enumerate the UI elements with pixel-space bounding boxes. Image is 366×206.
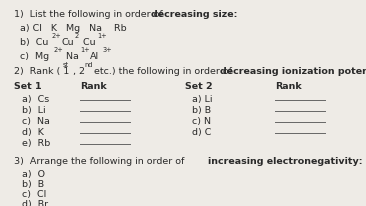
Text: a) Cl   K   Mg   Na    Rb: a) Cl K Mg Na Rb bbox=[20, 24, 127, 33]
Text: Cu: Cu bbox=[83, 38, 98, 47]
Text: st: st bbox=[63, 62, 69, 68]
Text: 2+: 2+ bbox=[52, 33, 62, 39]
Text: c)  Mg: c) Mg bbox=[20, 52, 49, 61]
Text: b)  Cu: b) Cu bbox=[20, 38, 48, 47]
Text: Set 2: Set 2 bbox=[185, 82, 213, 91]
Text: 2: 2 bbox=[75, 33, 79, 39]
Text: c)  Na: c) Na bbox=[22, 117, 50, 126]
Text: c) N: c) N bbox=[192, 117, 211, 126]
Text: 2+: 2+ bbox=[54, 47, 64, 53]
Text: d) C: d) C bbox=[192, 128, 212, 137]
Text: 1)  List the following in order of: 1) List the following in order of bbox=[14, 10, 166, 19]
Text: , 2: , 2 bbox=[70, 67, 85, 76]
Text: Na: Na bbox=[66, 52, 82, 61]
Text: d)  K: d) K bbox=[22, 128, 44, 137]
Text: b)  Li: b) Li bbox=[22, 106, 46, 115]
Text: a)  O: a) O bbox=[22, 170, 45, 179]
Text: a)  Cs: a) Cs bbox=[22, 95, 49, 104]
Text: increasing electronegativity:: increasing electronegativity: bbox=[208, 157, 362, 166]
Text: a) Li: a) Li bbox=[192, 95, 213, 104]
Text: 1+: 1+ bbox=[97, 33, 107, 39]
Text: 3)  Arrange the following in order of: 3) Arrange the following in order of bbox=[14, 157, 187, 166]
Text: c)  Cl: c) Cl bbox=[22, 190, 46, 199]
Text: etc.) the following in order of: etc.) the following in order of bbox=[91, 67, 235, 76]
Text: Rank: Rank bbox=[275, 82, 302, 91]
Text: Al: Al bbox=[90, 52, 99, 61]
Text: nd: nd bbox=[84, 62, 93, 68]
Text: d)  Br: d) Br bbox=[22, 200, 48, 206]
Text: 2)  Rank ( 1: 2) Rank ( 1 bbox=[14, 67, 69, 76]
Text: decreasing size:: decreasing size: bbox=[151, 10, 238, 19]
Text: 3+: 3+ bbox=[103, 47, 113, 53]
Text: Rank: Rank bbox=[80, 82, 107, 91]
Text: e)  Rb: e) Rb bbox=[22, 139, 50, 148]
Text: Cu: Cu bbox=[62, 38, 75, 47]
Text: decreasing ionization potential:: decreasing ionization potential: bbox=[220, 67, 366, 76]
Text: b) B: b) B bbox=[192, 106, 211, 115]
Text: b)  B: b) B bbox=[22, 180, 44, 189]
Text: 1+: 1+ bbox=[80, 47, 90, 53]
Text: Set 1: Set 1 bbox=[14, 82, 42, 91]
